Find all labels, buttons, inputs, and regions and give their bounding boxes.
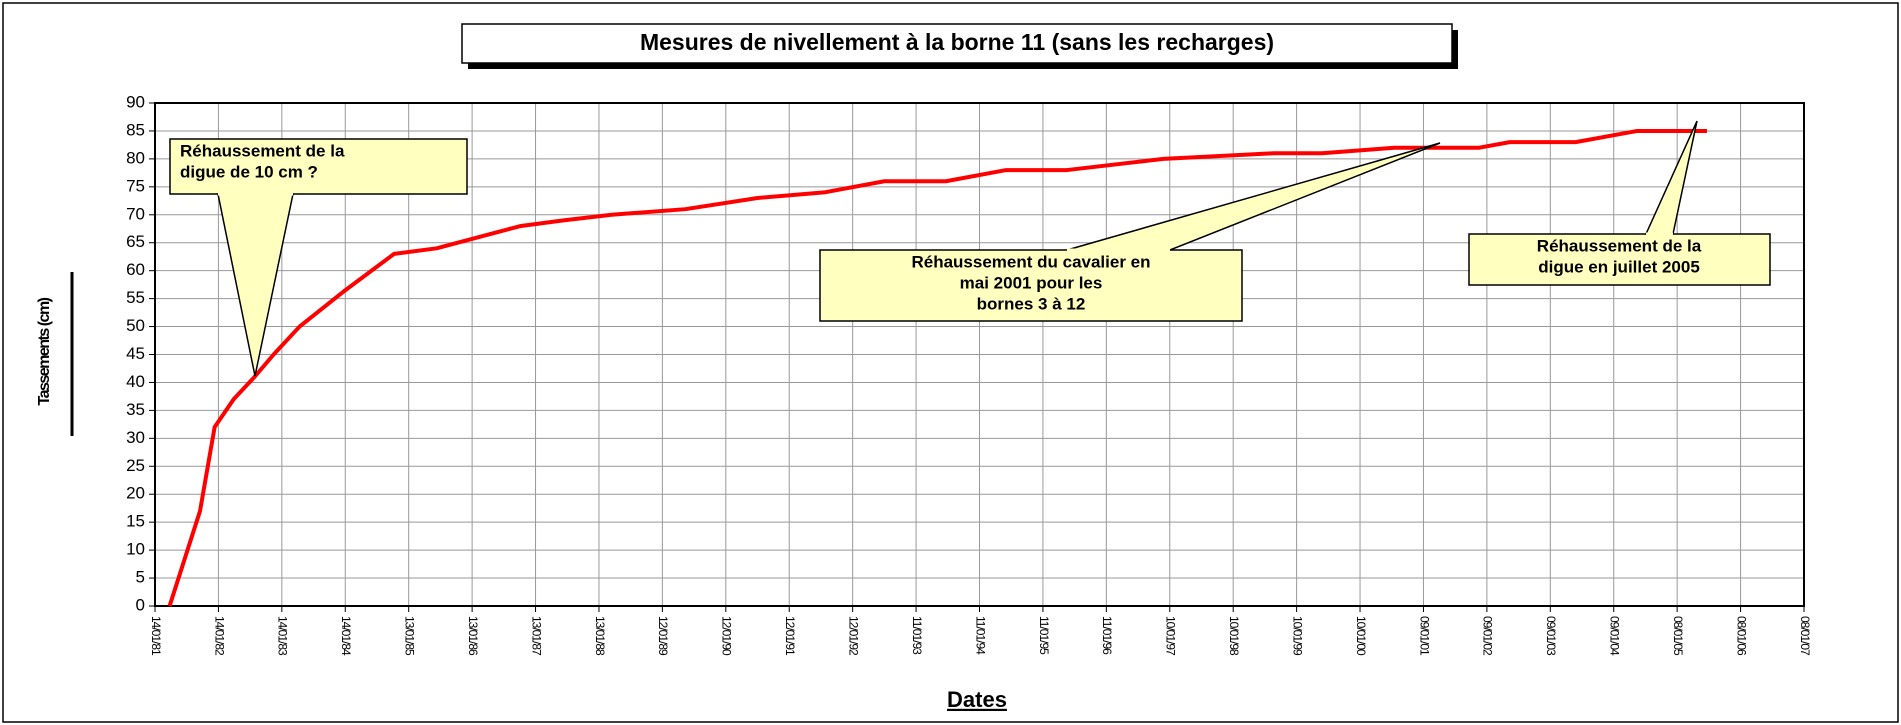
y-tick-label: 30 [126,428,145,447]
annotation-text: digue en juillet 2005 [1538,257,1700,276]
x-tick-label: 09/01/01 [1417,616,1431,656]
y-tick-label: 0 [136,595,145,614]
x-tick-label: 11/01/94 [973,616,987,655]
y-tick-label: 40 [126,372,145,391]
x-tick-label: 11/01/96 [1100,616,1114,655]
x-tick-label: 13/01/85 [403,616,417,656]
x-tick-label: 08/01/06 [1734,616,1748,656]
annotation-text: Réhaussement de la [1537,236,1702,255]
y-tick-label: 65 [126,232,145,251]
y-tick-label: 50 [126,316,145,335]
callout-box [819,249,1243,322]
x-tick-label: 12/01/90 [720,616,734,656]
y-tick-label: 75 [126,176,145,195]
x-axis-label: Dates [947,687,1007,712]
x-tick-label: 10/01/98 [1227,616,1241,656]
data-line [167,128,1707,607]
annotation-text: Réhaussement de la [180,141,345,160]
x-tick-label: 10/01/97 [1164,616,1178,656]
x-tick-label: 10/01/99 [1290,616,1304,656]
annotation-text: mai 2001 pour les [960,273,1103,292]
x-tick-label: 08/01/05 [1671,616,1685,656]
y-tick-label: 45 [126,344,145,363]
annotation-text: bornes 3 à 12 [977,294,1086,313]
x-tick-label: 11/01/93 [910,616,924,655]
x-tick-label: 09/01/03 [1544,616,1558,656]
x-tick-label: 09/01/04 [1608,616,1622,656]
callout-box [1468,233,1771,286]
y-tick-label: 70 [126,204,145,223]
x-tick-label: 12/01/89 [656,616,670,656]
x-tick-label: 14/01/84 [339,616,353,656]
x-tick-label: 14/01/83 [276,616,290,656]
y-tick-label: 90 [126,92,145,111]
y-tick-label: 20 [126,484,145,503]
x-tick-label: 14/01/82 [212,616,226,656]
x-tick-label: 13/01/86 [466,616,480,656]
annotation-text: digue de 10 cm ? [180,162,318,181]
y-tick-label: 80 [126,148,145,167]
x-tick-label: 14/01/81 [149,616,163,656]
x-tick-label: 11/01/95 [1037,616,1051,655]
x-tick-label: 13/01/88 [593,616,607,656]
y-tick-label: 10 [126,540,145,559]
y-tick-label: 60 [126,260,145,279]
x-tick-label: 12/01/91 [783,616,797,656]
y-tick-label: 15 [126,512,145,531]
y-tick-label: 5 [136,568,145,587]
y-tick-label: 35 [126,400,145,419]
x-tick-label: 08/01/07 [1798,616,1812,656]
annotation-text: Réhaussement du cavalier en [911,252,1150,271]
plot-border [154,102,1805,607]
x-tick-label: 12/01/92 [846,616,860,656]
y-tick-label: 25 [126,456,145,475]
x-tick-label: 09/01/02 [1481,616,1495,656]
y-axis-label: Tassements (cm) [36,297,53,405]
x-tick-label: 13/01/87 [529,616,543,656]
y-tick-label: 85 [126,120,145,139]
callout-box [169,138,468,195]
x-tick-label: 10/01/00 [1354,616,1368,656]
title-box [461,23,1453,64]
chart-title: Mesures de nivellement à la borne 11 (sa… [640,29,1274,55]
y-tick-label: 55 [126,288,145,307]
